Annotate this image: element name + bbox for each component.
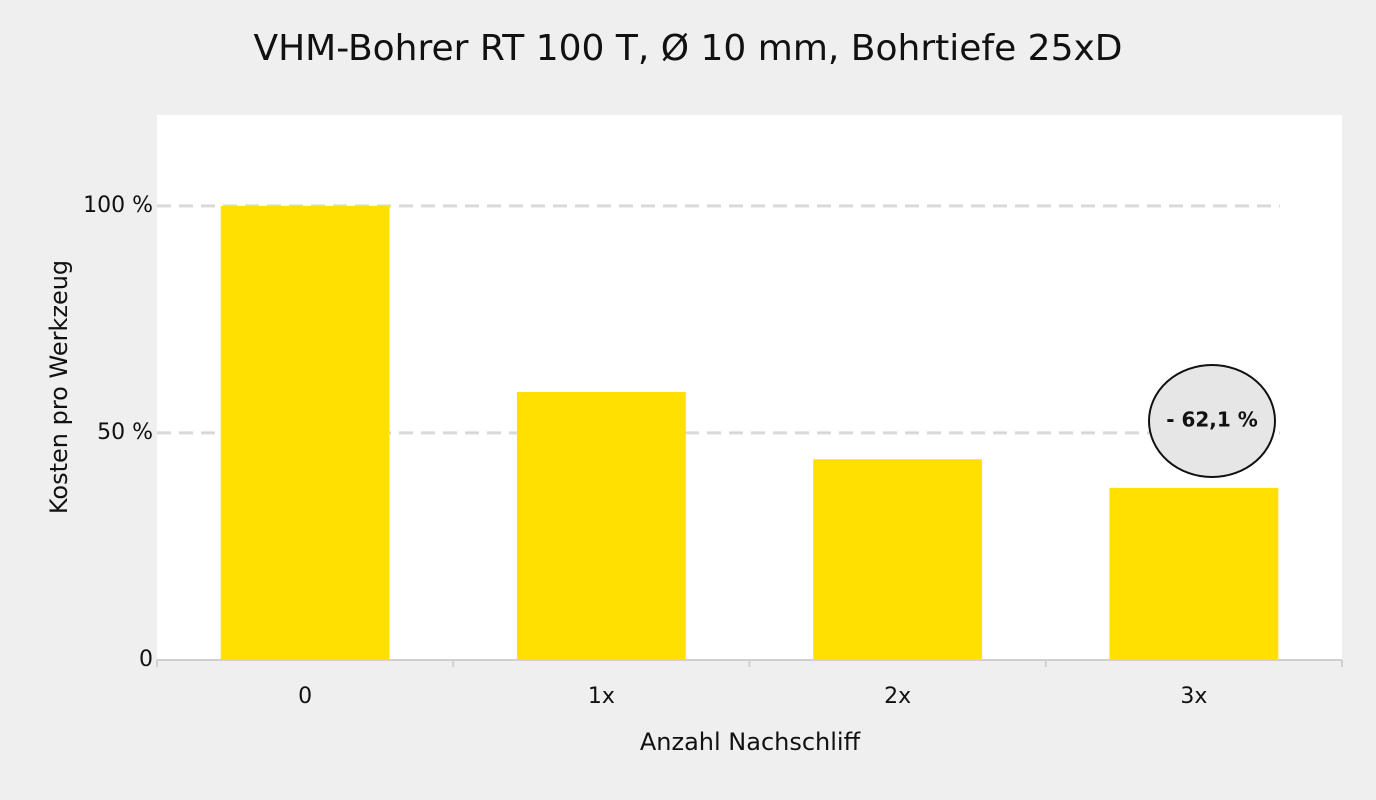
y-axis-label: Kosten pro Werkzeug (45, 260, 73, 514)
bar (220, 205, 390, 661)
y-tick-label: 50 % (97, 420, 153, 445)
bar (813, 459, 983, 660)
x-tick-label: 0 (298, 684, 312, 709)
annotation-bubble (1148, 364, 1276, 478)
chart-title: VHM-Bohrer RT 100 T, Ø 10 mm, Bohrtiefe … (253, 28, 1122, 69)
bar (1109, 487, 1279, 660)
annotation: - 62,1 % (1166, 408, 1258, 432)
y-tick-label: 0 (139, 647, 153, 672)
x-axis-label: Anzahl Nachschliff (640, 728, 861, 756)
x-tick-label: 2x (884, 684, 911, 709)
bar (516, 392, 686, 660)
y-tick-label: 100 % (83, 193, 153, 218)
x-tick-label: 1x (588, 684, 615, 709)
x-tick-label: 3x (1180, 684, 1207, 709)
